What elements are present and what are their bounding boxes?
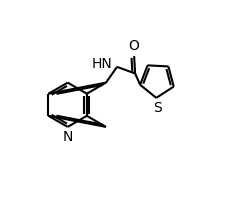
Text: HN: HN [92, 57, 113, 71]
Text: S: S [153, 101, 162, 115]
Text: O: O [129, 39, 140, 53]
Text: N: N [62, 130, 73, 144]
